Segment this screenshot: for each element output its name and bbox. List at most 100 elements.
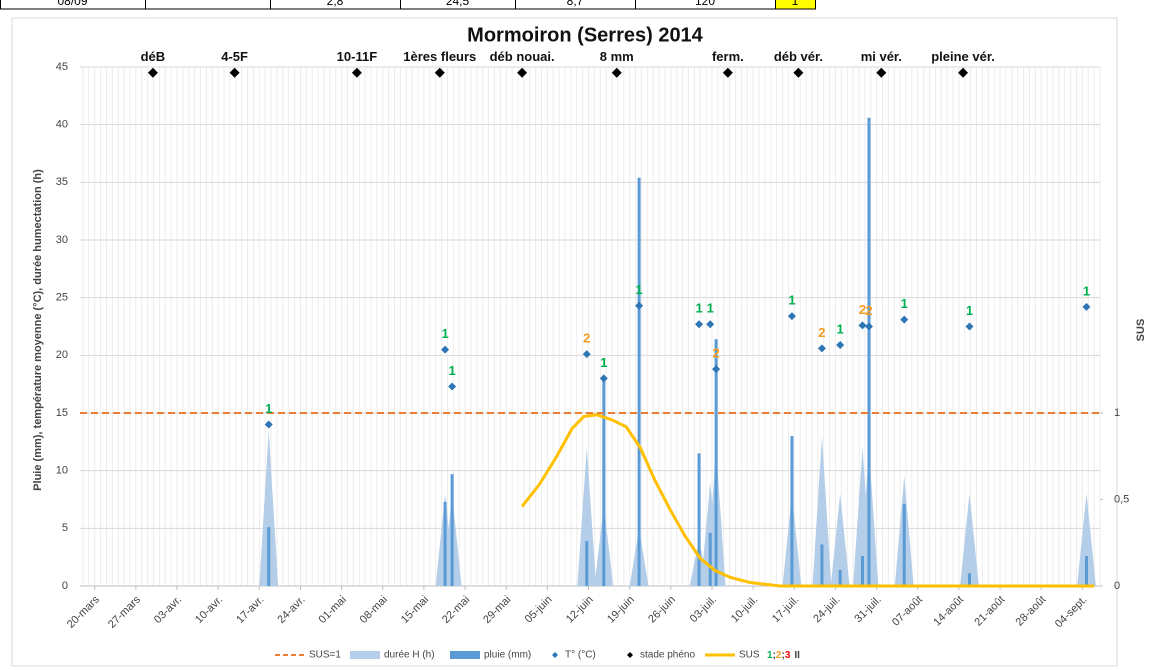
table-cell-text: 120 bbox=[695, 0, 715, 8]
x-tick-label: 24-juil. bbox=[811, 594, 842, 625]
stage-label: 10-11F bbox=[337, 49, 378, 64]
table-cell bbox=[400, 0, 516, 10]
y2-axis-label: SUS bbox=[1135, 319, 1147, 342]
temperature-point bbox=[817, 344, 826, 353]
x-tick-label: 27-mars bbox=[106, 593, 143, 630]
class-label: 1 bbox=[600, 355, 607, 370]
rain-bar bbox=[860, 556, 864, 586]
rain-bar bbox=[450, 474, 454, 586]
temperature-point bbox=[599, 374, 608, 383]
y-tick-label: 25 bbox=[56, 292, 68, 304]
x-tick-label: 22-mai bbox=[440, 594, 472, 626]
table-cell bbox=[515, 0, 636, 10]
stage-point bbox=[793, 67, 804, 78]
rain-bar bbox=[267, 527, 271, 586]
rain-bar bbox=[967, 573, 971, 586]
humidity-area bbox=[259, 430, 279, 586]
y-tick-label: 30 bbox=[56, 234, 68, 246]
rain-bar bbox=[697, 453, 701, 586]
y-tick-label: 20 bbox=[56, 349, 68, 361]
class-label: 1 bbox=[901, 296, 908, 311]
stage-point bbox=[517, 67, 528, 78]
legend-swatch bbox=[450, 651, 480, 659]
stage-point bbox=[434, 67, 445, 78]
class-label: 1 bbox=[1083, 283, 1090, 298]
stage-label: ferm. bbox=[712, 49, 744, 64]
y-axis-label: Pluie (mm), température moyenne (°C), du… bbox=[32, 169, 44, 491]
class-label: 1 bbox=[449, 363, 456, 378]
class-legend-entry: 3 bbox=[785, 650, 791, 661]
table-cell-text: 24,5 bbox=[446, 0, 470, 8]
stage-point bbox=[958, 67, 969, 78]
humidity-area bbox=[960, 493, 979, 586]
x-tick-label: 05-juin bbox=[523, 594, 555, 626]
temperature-point bbox=[836, 340, 845, 349]
y-tick-label: 5 bbox=[62, 522, 68, 534]
stage-label: déb vér. bbox=[774, 49, 823, 64]
class-suffix: II bbox=[794, 650, 800, 661]
temperature-point bbox=[706, 320, 715, 329]
class-legend-entry: 2 bbox=[776, 650, 782, 661]
legend-label: stade phéno bbox=[640, 650, 695, 661]
legend-swatch bbox=[350, 651, 380, 659]
table-cell bbox=[0, 0, 146, 10]
legend-label: pluie (mm) bbox=[484, 650, 531, 661]
class-label: 2 bbox=[859, 302, 866, 317]
stage-label: 8 mm bbox=[600, 49, 634, 64]
table-cell-text: 1 bbox=[792, 0, 799, 8]
stage-label: déb nouai. bbox=[490, 49, 555, 64]
x-tick-label: 29-mai bbox=[481, 594, 513, 626]
y-tick-label: 10 bbox=[56, 465, 68, 477]
x-tick-label: 26-juin bbox=[646, 594, 678, 626]
temperature-point bbox=[264, 420, 273, 429]
legend-label: durée H (h) bbox=[384, 650, 435, 661]
table-cell bbox=[775, 0, 816, 10]
temperature-point bbox=[712, 365, 721, 374]
x-tick-label: 10-juil. bbox=[729, 594, 760, 625]
rain-bar bbox=[1084, 556, 1088, 586]
class-legend: 1;2;3 II bbox=[767, 650, 800, 661]
x-tick-label: 01-mai bbox=[317, 594, 349, 626]
class-separator: ; bbox=[773, 650, 776, 661]
temperature-point bbox=[441, 345, 450, 354]
y-tick-label: 40 bbox=[56, 119, 68, 131]
y2-tick-label: 0,5 bbox=[1114, 493, 1129, 505]
rain-bar bbox=[790, 436, 794, 586]
stage-point bbox=[351, 67, 362, 78]
temperature-point bbox=[635, 301, 644, 310]
class-label: 2 bbox=[712, 346, 719, 361]
humidity-area bbox=[1077, 493, 1096, 586]
rain-bar bbox=[902, 504, 906, 586]
y2-tick-label: 1 bbox=[1114, 407, 1120, 419]
rain-bar bbox=[867, 117, 871, 586]
x-tick-label: 17-juil. bbox=[770, 594, 801, 625]
rain-bar bbox=[714, 339, 718, 586]
class-label: 1 bbox=[635, 282, 642, 297]
x-tick-label: 28-août bbox=[1014, 594, 1049, 629]
x-tick-label: 03-juil. bbox=[688, 594, 719, 625]
temperature-point bbox=[1082, 302, 1091, 311]
stage-label: déB bbox=[141, 49, 166, 64]
class-label: 1 bbox=[441, 326, 448, 341]
y-tick-label: 45 bbox=[56, 61, 68, 73]
temperature-point bbox=[695, 320, 704, 329]
class-label: 1 bbox=[707, 301, 714, 316]
y-tick-label: 15 bbox=[56, 407, 68, 419]
class-label: 1 bbox=[695, 301, 702, 316]
x-tick-label: 17-avr. bbox=[234, 594, 266, 626]
x-tick-label: 04-sept. bbox=[1053, 594, 1090, 631]
humidity-area bbox=[812, 436, 832, 586]
table-cell bbox=[145, 0, 271, 10]
x-tick-label: 19-juin bbox=[605, 594, 637, 626]
stage-label: pleine vér. bbox=[931, 49, 995, 64]
stage-point bbox=[611, 67, 622, 78]
temperature-point bbox=[900, 315, 909, 324]
legend-label: T° (°C) bbox=[565, 650, 596, 661]
x-tick-label: 03-avr. bbox=[152, 594, 184, 626]
temperature-point bbox=[582, 350, 591, 359]
legend-label: SUS bbox=[739, 650, 760, 661]
stage-label: mi vér. bbox=[861, 49, 902, 64]
class-label: 1 bbox=[837, 321, 844, 336]
class-label: 2 bbox=[583, 331, 590, 346]
